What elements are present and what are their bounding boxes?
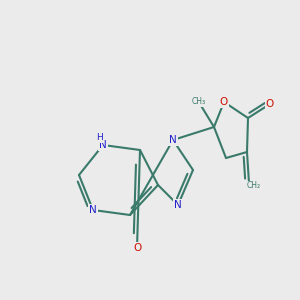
Text: N: N xyxy=(174,200,182,210)
Text: CH₃: CH₃ xyxy=(191,97,206,106)
Text: CH₂: CH₂ xyxy=(246,182,261,190)
Text: H: H xyxy=(96,133,103,142)
Text: N: N xyxy=(89,205,97,215)
Text: N: N xyxy=(169,135,177,145)
Text: O: O xyxy=(220,97,228,107)
Text: O: O xyxy=(266,99,274,109)
Text: N: N xyxy=(99,140,107,150)
Text: O: O xyxy=(133,243,141,253)
